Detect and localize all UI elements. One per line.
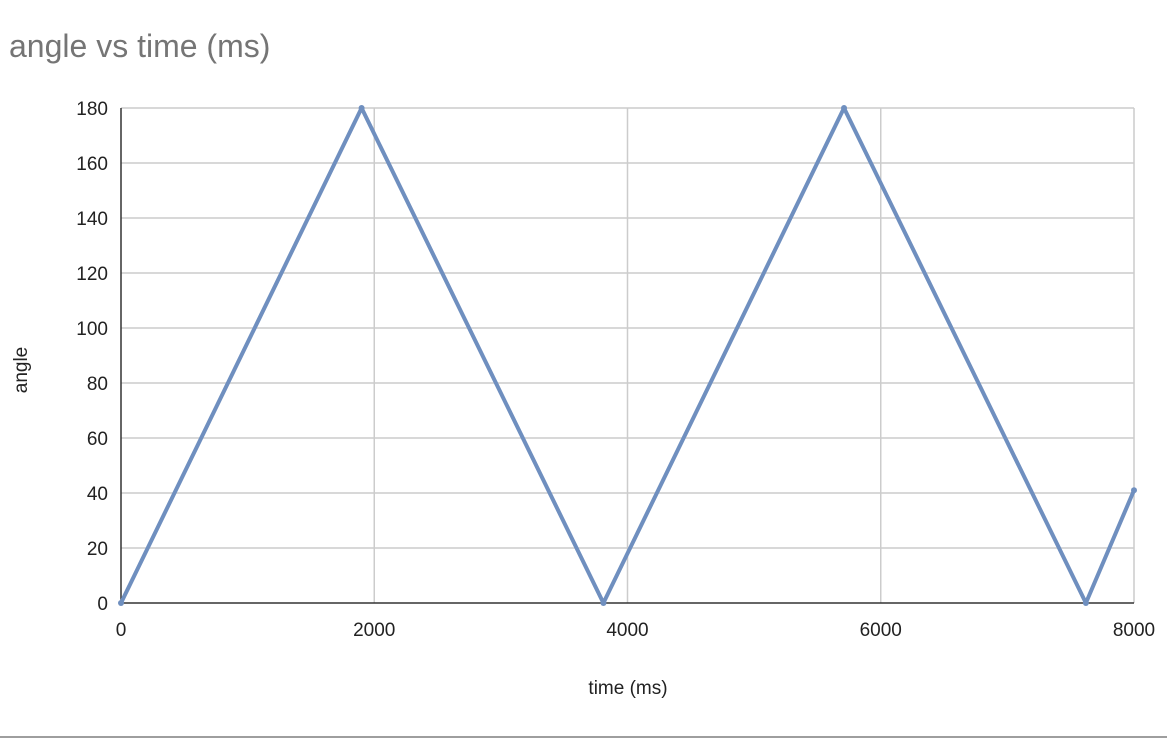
y-tick-label: 140 xyxy=(76,209,108,230)
data-point xyxy=(841,105,848,111)
x-tick-label: 8000 xyxy=(1113,620,1155,641)
axes xyxy=(120,108,1134,604)
series-layer xyxy=(118,105,1137,606)
y-axis-title: angle xyxy=(11,347,32,394)
series-line xyxy=(119,106,1136,605)
bottom-divider xyxy=(0,736,1167,738)
data-point xyxy=(600,600,607,606)
grid-lines xyxy=(121,107,1135,603)
y-tick-label: 40 xyxy=(87,484,108,505)
y-tick-label: 120 xyxy=(76,264,108,285)
y-tick-label: 180 xyxy=(76,99,108,120)
data-point xyxy=(1131,487,1137,494)
y-tick-label: 60 xyxy=(87,429,108,450)
y-tick-label: 160 xyxy=(76,154,108,175)
x-tick-label: 4000 xyxy=(606,620,648,641)
y-tick-label: 20 xyxy=(87,539,108,560)
x-tick-label: 6000 xyxy=(860,620,902,641)
x-axis-title: time (ms) xyxy=(588,678,667,699)
data-point xyxy=(1082,600,1089,606)
x-tick-label: 0 xyxy=(116,620,127,641)
x-tick-label: 2000 xyxy=(353,620,395,641)
tick-labels: 0 20 40 60 80 100 120 140 160 180 0 2000 4000 6000 800… xyxy=(76,99,1155,641)
data-point xyxy=(358,105,365,111)
y-tick-label: 80 xyxy=(87,374,108,395)
data-point xyxy=(118,600,124,606)
chart-title: angle vs time (ms) xyxy=(9,28,271,64)
y-tick-label: 0 xyxy=(97,594,108,615)
y-tick-label: 100 xyxy=(76,319,108,340)
